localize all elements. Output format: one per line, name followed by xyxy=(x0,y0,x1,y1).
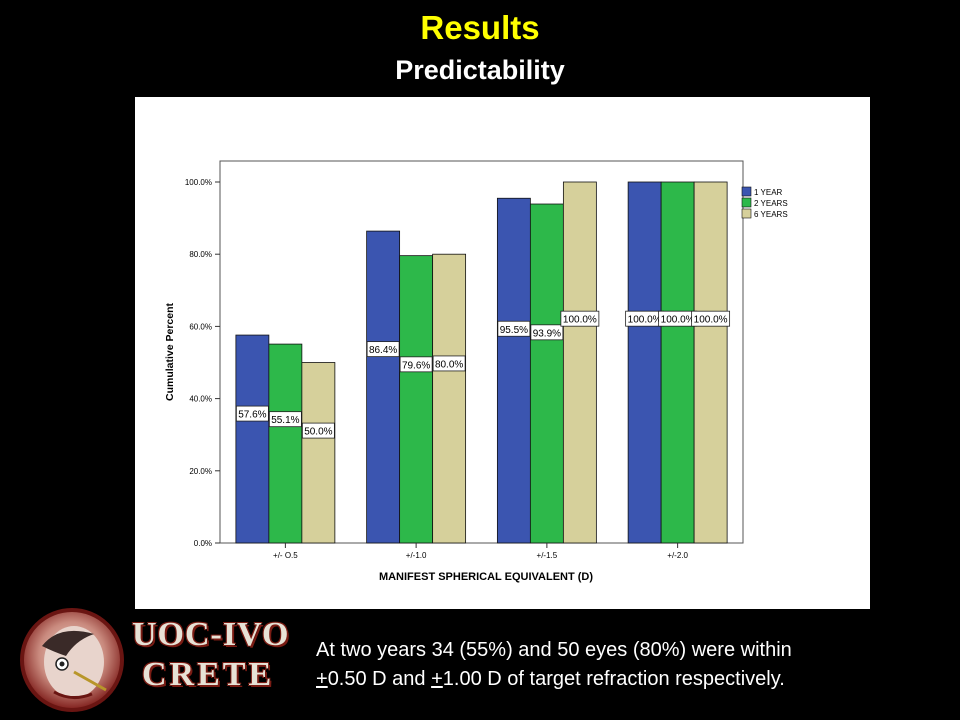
legend-label: 1 YEAR xyxy=(754,188,783,197)
data-label: 95.5% xyxy=(500,325,528,336)
y-tick-label: 100.0% xyxy=(185,178,212,187)
x-tick-label: +/-2.0 xyxy=(667,551,688,560)
x-tick-label: +/-1.0 xyxy=(406,551,427,560)
data-label: 100.0% xyxy=(563,315,597,326)
data-label: 79.6% xyxy=(402,360,430,371)
caption-end: 1.00 D of target refraction respectively… xyxy=(442,668,785,690)
y-tick-label: 0.0% xyxy=(194,539,212,548)
bar xyxy=(235,334,270,544)
caption-plusminus-2: + xyxy=(431,668,443,690)
legend-label: 2 YEARS xyxy=(754,199,788,208)
bar xyxy=(660,181,695,544)
y-tick-label: 60.0% xyxy=(189,322,212,331)
data-label: 100.0% xyxy=(628,315,662,326)
data-label-box xyxy=(235,405,269,422)
y-tick-label: 20.0% xyxy=(189,467,212,476)
chart-panel: 0.0% 20.0% 40.0% 60.0% 80.0% 100.0% +/- O.5 +/… xyxy=(135,97,870,609)
caption-plusminus-1: + xyxy=(316,668,328,690)
x-axis-label: MANIFEST SPHERICAL EQUIVALENT (D) xyxy=(379,571,593,583)
bar xyxy=(366,230,401,544)
caption-text: At two years 34 (55%) and 50 eyes (80%) … xyxy=(316,636,916,694)
bar xyxy=(529,203,564,544)
data-label: 55.1% xyxy=(271,415,299,426)
y-tick-label: 40.0% xyxy=(189,395,212,404)
data-label: 80.0% xyxy=(435,359,463,370)
slide-title: Results xyxy=(420,9,540,46)
data-label: 100.0% xyxy=(661,315,695,326)
data-label-box xyxy=(366,341,400,358)
bar xyxy=(432,253,467,544)
bar xyxy=(399,255,434,544)
data-label: 86.4% xyxy=(369,345,397,356)
legend-swatch xyxy=(741,208,752,219)
bar xyxy=(562,181,597,544)
bar xyxy=(627,181,662,544)
data-label-box xyxy=(301,422,335,439)
logo-text-uoc-ivo: UOC-IVO xyxy=(132,616,290,653)
y-axis-label: Cumulative Percent xyxy=(164,302,176,401)
slide-subtitle: Predictability xyxy=(395,55,565,85)
plot-area-frame xyxy=(219,160,744,544)
data-label-box xyxy=(268,411,302,428)
data-label: 100.0% xyxy=(694,315,728,326)
x-tick-label: +/-1.5 xyxy=(537,551,558,560)
bar-chart: 0.0% 20.0% 40.0% 60.0% 80.0% 100.0% +/- O.5 +/… xyxy=(164,160,788,583)
data-label: 57.6% xyxy=(238,410,266,421)
bar xyxy=(268,343,303,544)
bar xyxy=(496,197,531,544)
y-tick-label: 80.0% xyxy=(189,250,212,259)
logo-text-crete: CRETE xyxy=(142,656,275,693)
data-label-box xyxy=(530,324,564,341)
data-label: 93.9% xyxy=(533,328,561,339)
legend-swatch xyxy=(741,186,752,197)
data-label-box xyxy=(432,355,466,372)
uoc-ivo-crete-logo: UOC-IVO CRETE xyxy=(14,606,304,714)
legend-swatch xyxy=(741,197,752,208)
x-tick-label: +/- O.5 xyxy=(273,551,298,560)
legend-label: 6 YEARS xyxy=(754,210,788,219)
data-label-box xyxy=(560,310,600,327)
data-label-box xyxy=(691,310,731,327)
logo-emblem-icon xyxy=(20,608,124,712)
caption-mid: 0.50 D and xyxy=(327,668,432,690)
data-label: 50.0% xyxy=(304,427,332,438)
bar xyxy=(301,362,336,544)
data-label-box xyxy=(399,356,433,373)
bar xyxy=(693,181,728,544)
data-label-box xyxy=(497,320,531,337)
caption-line-1: At two years 34 (55%) and 50 eyes (80%) … xyxy=(316,639,792,661)
